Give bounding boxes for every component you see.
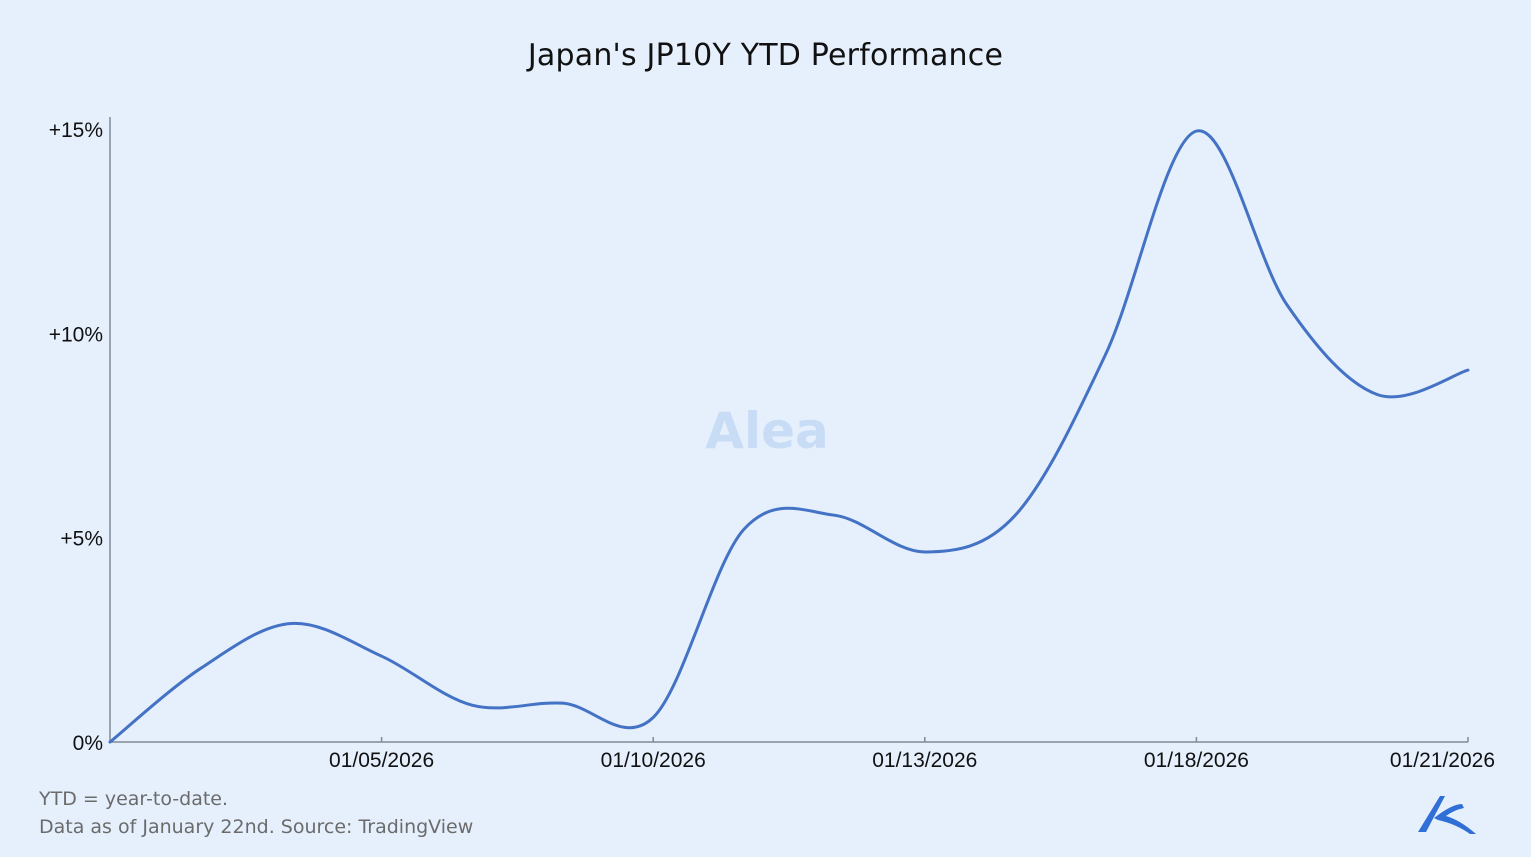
chart-title: Japan's JP10Y YTD Performance <box>527 38 1004 73</box>
footnote-source: Data as of January 22nd. Source: Trading… <box>39 816 474 838</box>
y-tick-label: +10% <box>49 323 103 346</box>
alea-logo-icon <box>1418 796 1476 834</box>
axes <box>109 117 1468 743</box>
footnote-ytd-definition: YTD = year-to-date. <box>39 788 229 810</box>
x-axis-ticks: 01/05/2026 01/10/2026 01/13/2026 01/18/2026… <box>329 737 1495 772</box>
x-tick-label: 01/05/2026 <box>329 749 434 772</box>
watermark: Alea <box>705 402 829 460</box>
x-tick-label: 01/10/2026 <box>601 749 706 772</box>
y-axis-ticks: 0% +5% +10% +15% <box>49 119 103 755</box>
y-tick-label: 0% <box>73 732 103 755</box>
y-tick-label: +5% <box>60 528 103 551</box>
x-tick-label: 01/21/2026 <box>1390 749 1495 772</box>
x-tick-label: 01/13/2026 <box>872 749 977 772</box>
series-line <box>108 129 1470 744</box>
x-tick-label: 01/18/2026 <box>1144 749 1249 772</box>
y-tick-label: +15% <box>49 119 103 142</box>
